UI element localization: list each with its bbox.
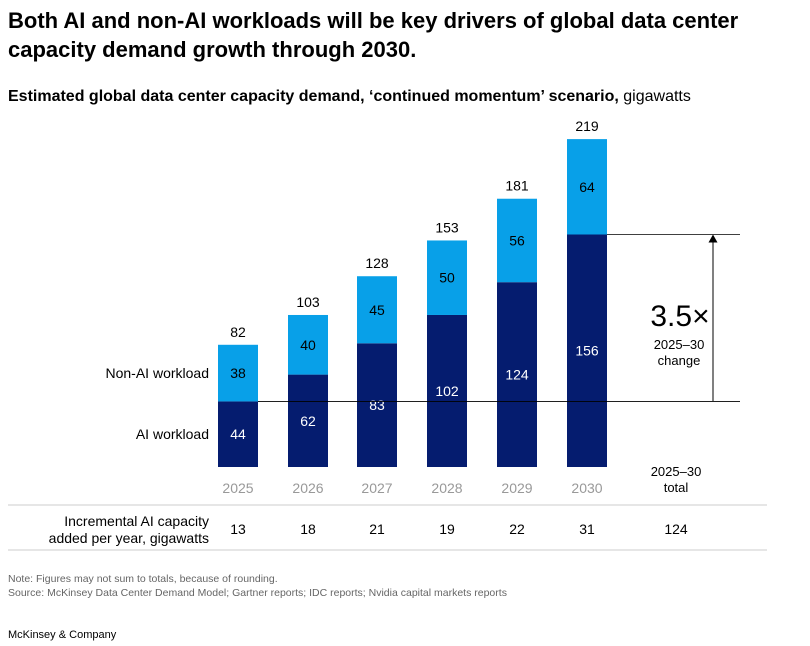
bar-ai-2028 [427,314,467,467]
growth-arrow-head [708,234,718,243]
data-label-non-ai-2025: 38 [230,365,246,381]
incremental-total: 124 [664,521,688,537]
bar-non-ai-2025 [218,344,258,402]
chart-subtitle: Estimated global data center capacity de… [8,87,691,107]
footnote-note: Note: Figures may not sum to totals, bec… [8,573,278,585]
bar-ai-2026 [288,374,328,467]
data-label-non-ai-2026: 40 [300,337,316,353]
incremental-value-2027: 21 [369,521,385,537]
x-tick-label-2027: 2027 [361,480,392,496]
data-label-total-2030: 219 [575,118,599,134]
data-label-non-ai-2027: 45 [369,302,385,318]
x-tick-label-2029: 2029 [501,480,532,496]
data-label-total-2028: 153 [435,219,459,235]
footnote-source: Source: McKinsey Data Center Demand Mode… [8,587,507,599]
incremental-value-2029: 22 [509,521,525,537]
x-tick-label-2026: 2026 [292,480,323,496]
data-label-ai-2029: 124 [505,367,529,383]
incremental-label-line2: added per year, gigawatts [49,530,209,546]
data-label-ai-2030: 156 [575,343,599,359]
x-tick-label-2030: 2030 [571,480,602,496]
bar-ai-2029 [497,282,537,467]
incremental-label-line1: Incremental AI capacity [64,513,209,529]
incremental-value-2028: 19 [439,521,455,537]
incremental-value-2030: 31 [579,521,595,537]
bar-non-ai-2030 [567,139,607,235]
legend-ai-workload: AI workload [136,426,209,442]
total-column-label-line1: 2025–30 [651,464,702,479]
data-label-ai-2026: 62 [300,413,316,429]
subtitle-unit: gigawatts [623,88,691,105]
annotation-label-line2: change [658,353,701,368]
incremental-value-2026: 18 [300,521,316,537]
data-label-non-ai-2030: 64 [579,179,595,195]
stacked-bar-chart: 44 38 82 2025 13 62 40 103 2026 18 83 45 128 2027 21 10… [8,118,767,551]
data-label-ai-2028: 102 [435,383,459,399]
data-label-total-2025: 82 [230,324,246,340]
x-tick-label-2025: 2025 [222,480,253,496]
data-label-non-ai-2029: 56 [509,232,525,248]
data-label-ai-2027: 83 [369,397,385,413]
data-label-ai-2025: 44 [230,426,246,442]
subtitle-main: Estimated global data center capacity de… [8,88,619,105]
legend-non-ai-workload: Non-AI workload [106,365,210,381]
chart-title: Both AI and non-AI workloads will be key… [8,8,739,62]
data-label-total-2026: 103 [296,294,320,310]
data-label-total-2029: 181 [505,178,529,194]
annotation-multiplier: 3.5× [650,300,709,333]
total-column-label-line2: total [664,480,689,495]
bar-ai-2027 [357,343,397,467]
annotation-label-line1: 2025–30 [654,337,705,352]
bar-non-ai-2029 [497,198,537,283]
bar-non-ai-2027 [357,276,397,344]
data-label-total-2027: 128 [365,255,389,271]
bar-non-ai-2028 [427,240,467,315]
bar-ai-2025 [218,401,258,467]
data-label-non-ai-2028: 50 [439,270,455,286]
bar-ai-2030 [567,234,607,467]
x-tick-label-2028: 2028 [431,480,462,496]
bar-non-ai-2026 [288,314,328,375]
mckinsey-logo: McKinsey & Company [8,629,117,641]
incremental-value-2025: 13 [230,521,246,537]
